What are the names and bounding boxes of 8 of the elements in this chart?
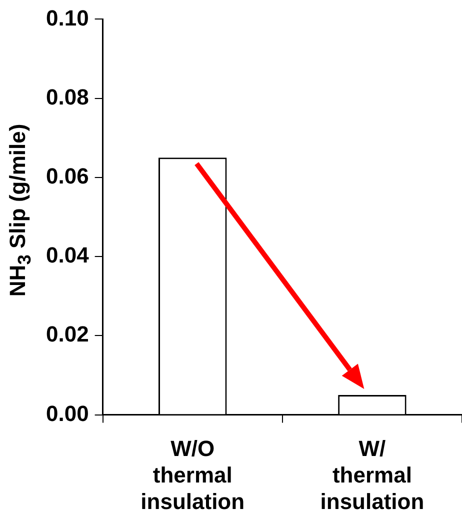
y-tick-label: 0.04 xyxy=(46,242,90,268)
y-tick-label: 0.08 xyxy=(46,84,89,110)
y-tick-label: 0.00 xyxy=(46,400,89,426)
y-tick-label: 0.06 xyxy=(46,164,89,189)
y-tick-label: 0.10 xyxy=(46,5,89,30)
x-tick-label: W/O thermal insulation xyxy=(140,436,245,514)
x-tick-label: W/ thermal insulation xyxy=(320,436,424,514)
y-tick-label: 0.02 xyxy=(46,322,89,347)
